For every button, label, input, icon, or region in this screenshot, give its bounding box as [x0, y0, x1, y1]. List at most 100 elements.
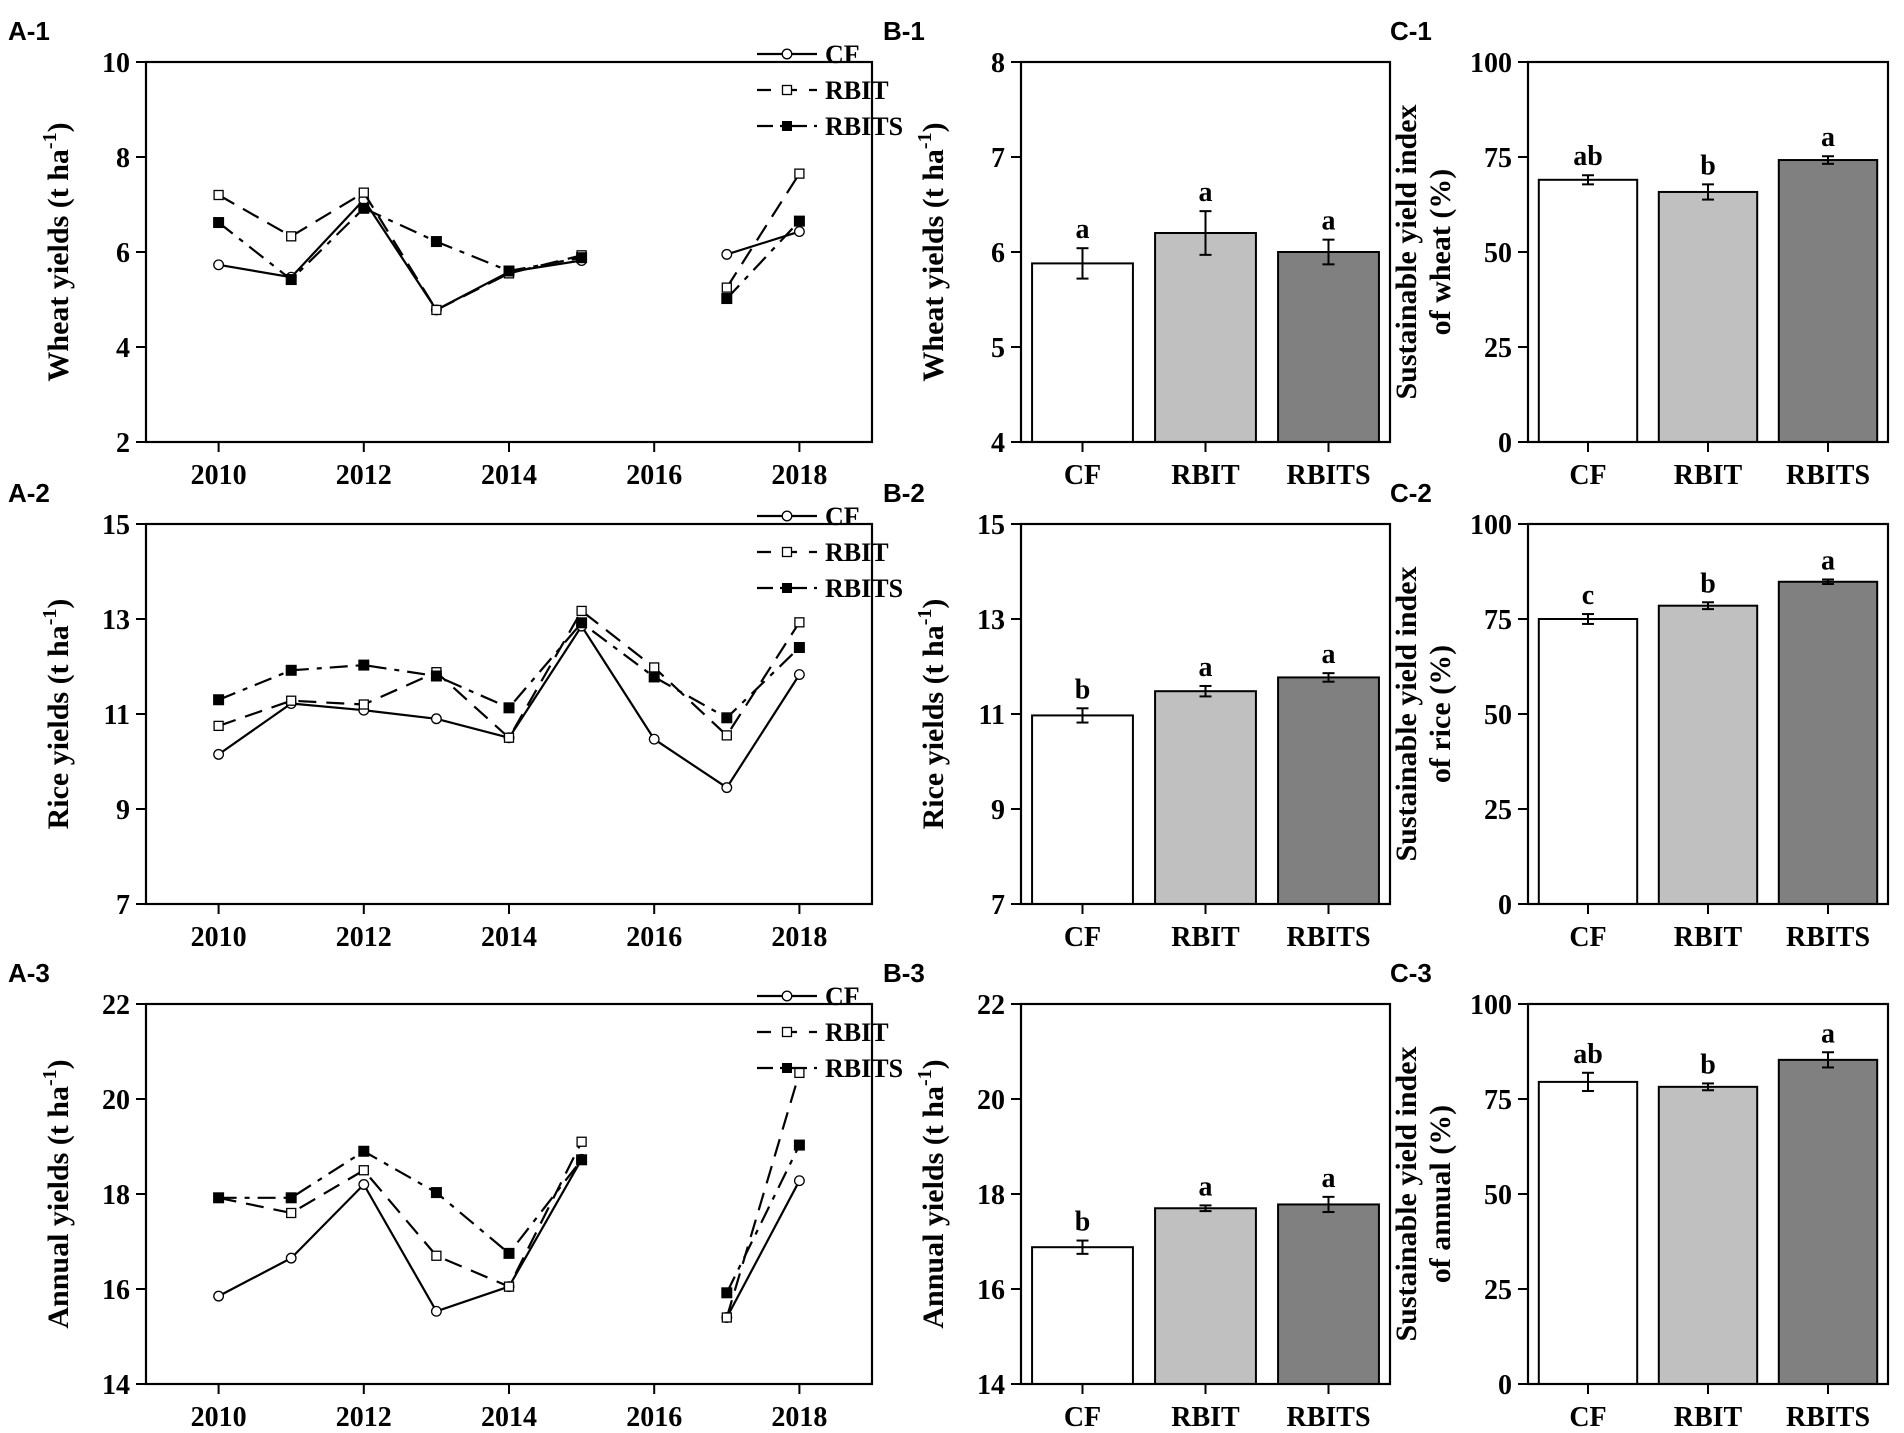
bar-CF: [1031, 714, 1134, 905]
panel-B-2: B-2 7 9 11 13 15 Rice yields (t ha-1) b CF a RBIT a…: [883, 478, 1392, 953]
series-RBIT: [213, 605, 805, 743]
x-tick-label: 2014: [481, 460, 537, 491]
x-tick-label: 2018: [771, 460, 827, 491]
significance-label: c: [1582, 580, 1594, 611]
y-tick-label: 15: [102, 510, 130, 541]
legend-marker: [781, 48, 793, 60]
data-point: [430, 236, 442, 248]
y-tick-label: 0: [1498, 1370, 1512, 1401]
data-point: [793, 669, 805, 681]
data-point: [793, 226, 805, 238]
series-line: [726, 230, 800, 256]
legend-label: RBIT: [825, 1018, 889, 1047]
data-point: [576, 252, 588, 264]
y-axis-title: Annual yields (t ha-1): [39, 1059, 75, 1328]
x-tick-label: RBIT: [1674, 460, 1743, 491]
series-line: [725, 1072, 801, 1318]
x-tick-label: 2010: [191, 922, 247, 953]
y-axis-title: Sustainable yield index: [1390, 1046, 1423, 1341]
y-tick-label: 13: [102, 605, 130, 636]
panel-A-1: A-1 2 4 6 8 10 Wheat yields (t ha-1) 2010 2012 20…: [8, 16, 903, 491]
y-tick-label: 25: [1484, 333, 1512, 364]
data-point: [648, 733, 660, 745]
x-tick-label: 2016: [626, 922, 682, 953]
x-tick-label: RBITS: [1786, 1402, 1870, 1433]
series-line: [725, 1144, 801, 1294]
y-tick-label: 25: [1484, 795, 1512, 826]
legend-item-RBITS: RBITS: [757, 112, 903, 141]
data-point: [286, 1207, 297, 1219]
significance-label: a: [1322, 639, 1336, 670]
legend-item-CF: CF: [757, 982, 860, 1011]
plot-frame: [1019, 1002, 1392, 1386]
x-tick-label: CF: [1569, 460, 1606, 491]
legend-label: CF: [825, 40, 860, 69]
y-axis-title-line2: of wheat (%): [1424, 169, 1457, 336]
series-line: [218, 1150, 583, 1255]
data-point: [430, 713, 442, 725]
legend-label: RBIT: [825, 76, 889, 105]
data-point: [358, 1145, 370, 1157]
y-tick-label: 7: [116, 890, 130, 921]
data-point: [430, 670, 442, 682]
data-point: [431, 1250, 442, 1261]
x-tick-label: CF: [1064, 922, 1101, 953]
y-tick-label: 75: [1484, 1085, 1512, 1116]
panel-label: C-2: [1390, 478, 1432, 508]
significance-label: b: [1075, 1207, 1091, 1238]
panel-label: C-3: [1390, 958, 1432, 988]
y-tick-label: 5: [991, 333, 1005, 364]
legend-item-CF: CF: [757, 502, 860, 531]
y-tick-label: 14: [977, 1370, 1005, 1401]
y-tick-label: 100: [1470, 48, 1512, 79]
x-tick-label: RBITS: [1786, 922, 1870, 953]
legend-marker: [781, 1026, 793, 1038]
bar-RBIT: [1657, 604, 1759, 905]
bar-CF: [1537, 178, 1639, 444]
data-point: [793, 1175, 805, 1187]
series-line: [218, 1158, 583, 1313]
x-tick-label: 2012: [336, 922, 392, 953]
series-line: [218, 1141, 583, 1289]
bar-RBITS: [1777, 1058, 1879, 1385]
bar-RBITS: [1777, 580, 1879, 905]
bar-RBITS: [1777, 159, 1879, 443]
y-tick-label: 4: [991, 428, 1005, 459]
y-tick-label: 20: [977, 1085, 1005, 1116]
x-tick-label: CF: [1569, 1402, 1606, 1433]
panel-label: A-1: [8, 16, 50, 46]
legend-label: CF: [825, 502, 860, 531]
y-axis-title-line2: of annual (%): [1424, 1105, 1457, 1283]
x-tick-label: CF: [1064, 1402, 1101, 1433]
series-RBITS: [213, 617, 805, 724]
y-tick-label: 22: [102, 990, 130, 1021]
data-point: [285, 1252, 297, 1264]
y-tick-label: 75: [1484, 605, 1512, 636]
significance-label: ab: [1573, 141, 1603, 172]
x-tick-label: RBITS: [1286, 1402, 1370, 1433]
plot-frame: [144, 1002, 874, 1386]
legend-marker: [781, 84, 793, 96]
y-tick-label: 10: [102, 48, 130, 79]
plot-frame: [1019, 60, 1392, 444]
panel-B-1: B-1 4 5 6 7 8 Wheat yields (t ha-1) a CF a RBIT a RB…: [883, 16, 1392, 491]
plot-frame: [1526, 522, 1890, 906]
series-RBIT: [213, 1067, 805, 1323]
y-tick-label: 100: [1470, 510, 1512, 541]
data-point: [213, 720, 224, 732]
bar-CF: [1031, 1246, 1134, 1385]
legend-item-CF: CF: [757, 40, 860, 69]
significance-label: b: [1700, 150, 1716, 181]
x-tick-label: RBIT: [1171, 1402, 1240, 1433]
y-tick-label: 0: [1498, 890, 1512, 921]
x-tick-label: 2014: [481, 1402, 537, 1433]
panel-B-3: B-3 14 16 18 20 22 Annual yields (t ha-1) b CF a R…: [883, 958, 1392, 1433]
panel-C-1: C-1 0 25 50 75 100 Sustainable yield index of w…: [1390, 16, 1890, 491]
significance-label: b: [1075, 674, 1091, 705]
series-RBIT: [213, 168, 805, 316]
data-point: [213, 217, 225, 229]
plot-frame: [144, 522, 874, 906]
series-line: [725, 220, 801, 300]
y-axis-title: Wheat yields (t ha-1): [914, 122, 950, 381]
y-tick-label: 20: [102, 1085, 130, 1116]
